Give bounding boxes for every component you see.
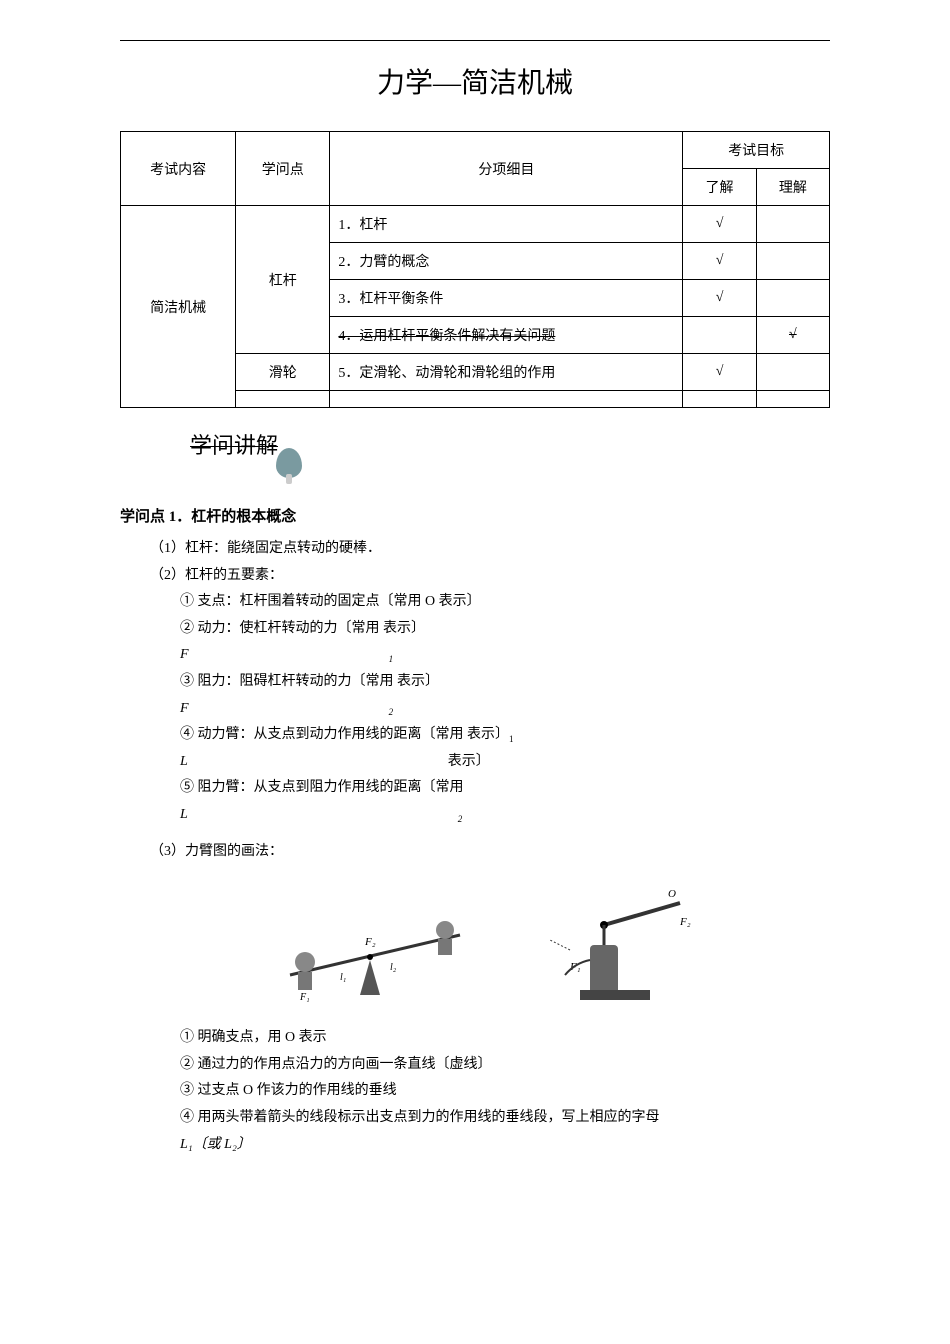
p-five-elements: （2）杠杆的五要素： — [150, 563, 830, 590]
th-objective: 考试目标 — [683, 132, 830, 169]
cell-kp-pulley: 滑轮 — [236, 354, 330, 391]
pushpin-icon — [276, 448, 302, 478]
top-horizontal-rule — [120, 40, 830, 41]
cell-und-2 — [756, 243, 829, 280]
cell-item-5: 5．定滑轮、动滑轮和滑轮组的作用 — [330, 354, 683, 391]
cell-und-6 — [756, 391, 829, 408]
cell-know-3: √ — [683, 280, 756, 317]
cell-item-3: 3．杠杆平衡条件 — [330, 280, 683, 317]
step-3: ③ 过支点 O 作该力的作用线的垂线 — [180, 1078, 830, 1105]
step-4-var: L₁〔或 L₂〕 — [180, 1132, 830, 1159]
cell-know-1: √ — [683, 206, 756, 243]
cell-item-4: 4．运用杠杆平衡条件解决有关问题 — [330, 317, 683, 354]
cell-category: 简洁机械 — [121, 206, 236, 408]
cell-item-1: 1．杠杆 — [330, 206, 683, 243]
item-effort-force: ② 动力：使杠杆转动的力〔常用 表示〕 — [180, 616, 830, 643]
svg-text:O: O — [668, 888, 676, 900]
item-resistance-arm: ⑤ 阻力臂：从支点到阻力作用线的距离〔常用 — [180, 775, 830, 802]
pump-figure: O F₁ F₂ — [540, 885, 710, 1005]
p-lever-definition: （1）杠杆：能绕固定点转动的硬棒． — [150, 536, 830, 563]
knowledge-point-1-title: 学问点 1．杠杆的根本概念 — [120, 505, 830, 526]
svg-text:F₁: F₁ — [299, 992, 310, 1003]
cell-know-6 — [683, 391, 756, 408]
cell-und-4: √ — [756, 317, 829, 354]
th-knowledge-point: 学问点 — [236, 132, 330, 206]
var-F1: F1 — [180, 642, 830, 669]
svg-text:l₁: l₁ — [340, 972, 346, 983]
svg-text:F₂: F₂ — [679, 916, 691, 928]
svg-text:l₂: l₂ — [390, 962, 397, 973]
th-exam-content: 考试内容 — [121, 132, 236, 206]
cell-know-2: √ — [683, 243, 756, 280]
step-2: ② 通过力的作用点沿力的方向画一条直线〔虚线〕 — [180, 1052, 830, 1079]
step-4: ④ 用两头带着箭头的线段标示出支点到力的作用线的垂线段，写上相应的字母 — [180, 1105, 830, 1132]
cell-item-2: 2．力臂的概念 — [330, 243, 683, 280]
cell-know-4 — [683, 317, 756, 354]
cell-und-5 — [756, 354, 829, 391]
cell-und-1 — [756, 206, 829, 243]
cell-know-5: √ — [683, 354, 756, 391]
cell-item-6 — [330, 391, 683, 408]
page-title: 力学—简洁机械 — [120, 61, 830, 101]
svg-text:F₂: F₂ — [364, 936, 376, 948]
item-resistance-force: ③ 阻力：阻碍杠杆转动的力〔常用 表示〕 — [180, 669, 830, 696]
figure-row: F₂ l₂ l₁ F₁ O F₁ F₂ — [150, 885, 830, 1005]
th-subitem: 分项细目 — [330, 132, 683, 206]
cell-und-3 — [756, 280, 829, 317]
th-understand: 理解 — [756, 169, 829, 206]
p-arm-diagram: （3）力臂图的画法： — [150, 839, 830, 866]
step-1: ① 明确支点，用 O 表示 — [180, 1025, 830, 1052]
var-L2: L2 — [180, 802, 830, 829]
th-know: 了解 — [683, 169, 756, 206]
cell-kp-lever: 杠杆 — [236, 206, 330, 354]
cell-kp-empty — [236, 391, 330, 408]
item-effort-arm: ④ 动力臂：从支点到动力作用线的距离〔常用 表示〕1 — [180, 722, 830, 749]
content-block-1: （1）杠杆：能绕固定点转动的硬棒． （2）杠杆的五要素： ① 支点：杠杆围着转动… — [150, 536, 830, 1158]
item-fulcrum: ① 支点：杠杆围着转动的固定点〔常用 O 表示〕 — [180, 589, 830, 616]
seesaw-figure: F₂ l₂ l₁ F₁ — [270, 885, 480, 1005]
section-heading: 学问讲解 — [190, 428, 278, 460]
exam-objectives-table: 考试内容 学问点 分项细目 考试目标 了解 理解 简洁机械 杠杆 1．杠杆 √ … — [120, 131, 830, 408]
var-L1: L表示〕 — [180, 749, 830, 776]
var-F2: F2 — [180, 696, 830, 723]
